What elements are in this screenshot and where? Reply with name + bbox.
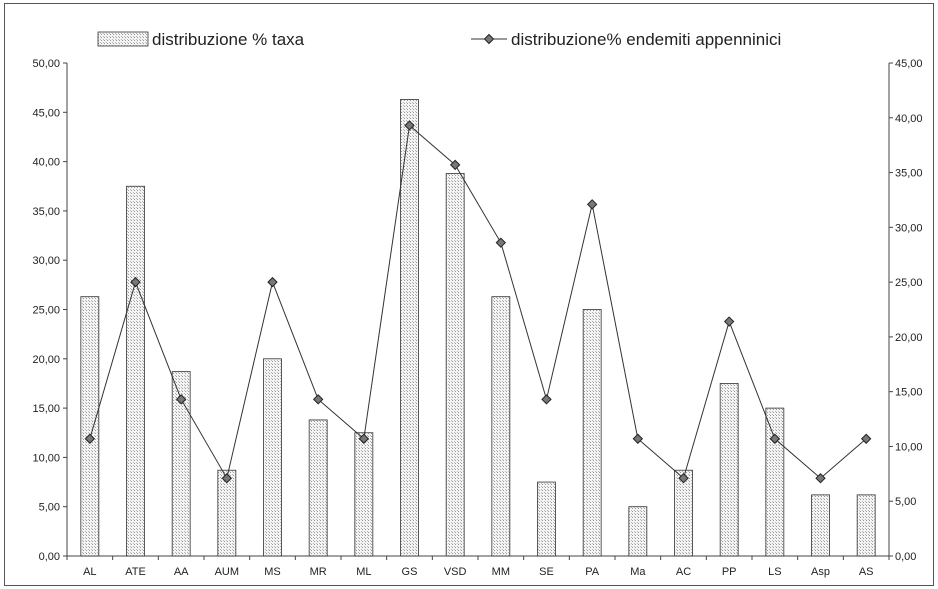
series-line <box>89 124 867 480</box>
legend-line-marker <box>483 33 495 45</box>
bar <box>217 469 237 557</box>
y-left-tick-label: 15,00 <box>32 403 60 415</box>
x-axis-labels: AL ATE AA AUM MS MR ML GS VSD MM SE PA Ma AC PP LS Asp AS <box>83 566 873 578</box>
line-point <box>358 433 370 444</box>
chart-frame: distribuzione % taxa distribuzione% endem… <box>4 3 934 586</box>
bar <box>263 358 282 557</box>
line-point <box>860 433 872 444</box>
x-tick-label: VSD <box>444 566 467 578</box>
line-point <box>84 433 96 444</box>
line-point <box>678 473 689 484</box>
y-right-tick-label: 15,00 <box>895 387 923 399</box>
legend: distribuzione % taxa distribuzione% endem… <box>97 30 781 49</box>
y-left-tick-label: 25,00 <box>32 305 60 317</box>
chart-svg: distribuzione % taxa distribuzione% endem… <box>32 30 922 578</box>
line-point <box>175 394 187 405</box>
x-tick-label: AL <box>83 566 96 578</box>
bar <box>628 506 648 557</box>
line-point <box>541 394 552 405</box>
y-left-tick-label: 50,00 <box>32 58 60 70</box>
x-tick-label: ATE <box>125 566 146 578</box>
x-tick-label: AA <box>174 566 189 578</box>
x-tick-label: ML <box>356 566 371 578</box>
x-tick-label: SE <box>539 566 554 578</box>
bar <box>80 296 100 557</box>
line-point <box>769 433 781 444</box>
x-tick-label: AS <box>859 566 874 578</box>
line-series <box>84 120 872 484</box>
y-left-tick-label: 20,00 <box>32 354 60 366</box>
line-point <box>267 276 278 288</box>
y-left-tick-label: 45,00 <box>32 107 60 119</box>
y-left-tick-label: 35,00 <box>32 206 60 218</box>
bar <box>126 185 145 557</box>
bar <box>354 432 374 557</box>
x-tick-label: MM <box>492 566 510 578</box>
y-right-tick-label: 40,00 <box>895 113 923 125</box>
x-tick-label: LS <box>768 566 781 578</box>
x-tick-label: PP <box>722 566 737 578</box>
x-tick-label: PA <box>585 566 600 578</box>
x-tick-label: Asp <box>811 566 830 578</box>
line-point <box>815 473 826 484</box>
x-tick-label: GS <box>402 566 418 578</box>
x-tick-label: AC <box>676 566 691 578</box>
bar <box>582 309 602 557</box>
line-point <box>586 199 598 210</box>
axes: 0,00 5,00 10,00 15,00 20,00 25,00 30,00 35,00 40… <box>32 58 922 563</box>
bar <box>308 419 328 557</box>
bar <box>537 481 556 557</box>
y-right-tick-label: 0,00 <box>895 551 916 563</box>
bar <box>811 494 830 557</box>
y-right-tick-label: 5,00 <box>895 496 916 508</box>
line-point <box>221 473 233 484</box>
x-tick-label: MS <box>264 566 281 578</box>
y-left-tick-label: 5,00 <box>39 502 60 514</box>
y-right-tick-label: 25,00 <box>895 277 923 289</box>
bar <box>400 99 419 557</box>
x-tick-label: MR <box>310 566 327 578</box>
bar <box>445 173 465 557</box>
bar <box>674 469 693 557</box>
bar <box>765 407 785 557</box>
bar-series <box>80 99 876 557</box>
bar <box>719 383 739 557</box>
line-point <box>449 159 461 171</box>
x-tick-label: AUM <box>215 566 239 578</box>
line-point <box>632 433 644 444</box>
y-right-tick-label: 35,00 <box>895 168 923 180</box>
legend-bar-swatch <box>97 31 149 47</box>
bar <box>856 494 876 557</box>
legend-bar-label: distribuzione % taxa <box>152 30 305 49</box>
y-right-tick-label: 30,00 <box>895 222 923 234</box>
bar <box>491 296 511 557</box>
line-point <box>495 237 507 248</box>
y-left-tick-label: 10,00 <box>32 452 60 464</box>
y-left-tick-label: 40,00 <box>32 157 60 169</box>
y-right-tick-label: 20,00 <box>895 332 923 344</box>
line-point <box>723 316 735 327</box>
y-left-tick-label: 0,00 <box>39 551 60 563</box>
y-right-tick-label: 10,00 <box>895 441 923 453</box>
line-point <box>312 394 324 405</box>
bar <box>171 371 191 557</box>
y-left-tick-label: 30,00 <box>32 255 60 267</box>
line-point <box>404 120 415 131</box>
x-tick-label: Ma <box>630 566 646 578</box>
line-point <box>130 276 141 288</box>
y-right-tick-label: 45,00 <box>895 58 923 70</box>
legend-line-label: distribuzione% endemiti appenninici <box>511 30 781 49</box>
